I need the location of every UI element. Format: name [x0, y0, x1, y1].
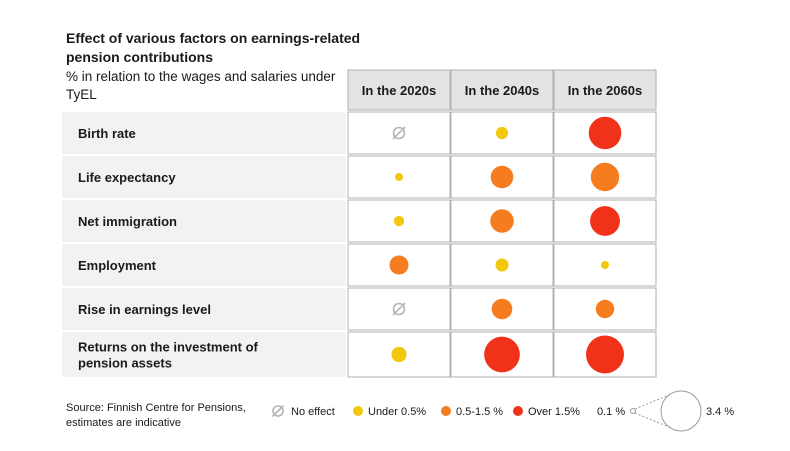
legend-label-no_effect: No effect — [291, 406, 335, 418]
column-header-cell — [347, 69, 451, 111]
column-header-cell — [553, 69, 657, 111]
column-header-in-the-2020s: In the 2020s — [362, 83, 436, 98]
row-label-cell — [62, 200, 346, 242]
size-legend-min-label: 0.1 % — [597, 406, 625, 418]
column-header-cell — [450, 69, 554, 111]
bubble-net-immigration-3 — [590, 206, 620, 236]
legend-no-effect-icon — [271, 404, 285, 418]
column-header-in-the-2040s: In the 2040s — [465, 83, 539, 98]
row-label-cell — [62, 288, 346, 330]
bubble-net-immigration-2 — [490, 209, 514, 233]
row-label-net-immigration: Net immigration — [78, 214, 177, 229]
row-label-cell — [62, 332, 346, 377]
legend-label-range_05_15: 0.5-1.5 % — [456, 406, 503, 418]
bubble-employment-1 — [389, 255, 409, 275]
bubble-life-expectancy-1 — [395, 173, 403, 181]
bubble-life-expectancy-3 — [590, 162, 620, 192]
no-effect-icon — [392, 302, 406, 316]
row-label-returns-on-the-investment-of-pension-assets: Returns on the investment of pension asse… — [78, 340, 259, 371]
legend-label-under_05: Under 0.5% — [368, 406, 426, 418]
legend-swatch-over_15 — [513, 406, 523, 416]
bubble-returns-on-the-investment-of-pension-assets-1 — [391, 346, 407, 363]
bubble-rise-in-earnings-level-2 — [491, 298, 513, 320]
data-cell — [347, 155, 451, 199]
row-label-employment: Employment — [78, 258, 157, 273]
row-label-life-expectancy: Life expectancy — [78, 170, 176, 185]
bubble-life-expectancy-2 — [490, 165, 514, 189]
bubble-returns-on-the-investment-of-pension-assets-2 — [484, 336, 520, 373]
no-effect-icon — [392, 126, 406, 140]
row-label-rise-in-earnings-level: Rise in earnings level — [78, 302, 211, 317]
size-legend-large-circle — [660, 390, 702, 432]
size-legend-max-label: 3.4 % — [706, 406, 734, 418]
legend-swatch-range_05_15 — [441, 406, 451, 416]
size-legend-small-circle — [630, 408, 636, 414]
bubble-rise-in-earnings-level-3 — [595, 299, 615, 319]
legend-label-over_15: Over 1.5% — [528, 406, 580, 418]
bubble-net-immigration-1 — [393, 215, 405, 227]
bubble-returns-on-the-investment-of-pension-assets-3 — [586, 335, 624, 374]
row-label-birth-rate: Birth rate — [78, 126, 136, 141]
row-label-cell — [62, 244, 346, 286]
column-header-in-the-2060s: In the 2060s — [568, 83, 642, 98]
bubble-birth-rate-3 — [588, 116, 622, 150]
row-label-cell — [62, 112, 346, 154]
bubble-employment-3 — [601, 261, 609, 269]
bubble-employment-2 — [495, 258, 509, 272]
legend-swatch-under_05 — [353, 406, 363, 416]
chart-title: Effect of various factors on earnings-re… — [66, 30, 361, 65]
chart-subtitle: % in relation to the wages and salaries … — [66, 69, 336, 102]
row-label-cell — [62, 156, 346, 198]
bubble-birth-rate-2 — [495, 126, 509, 140]
source-note: Source: Finnish Centre for Pensions, est… — [66, 402, 246, 429]
